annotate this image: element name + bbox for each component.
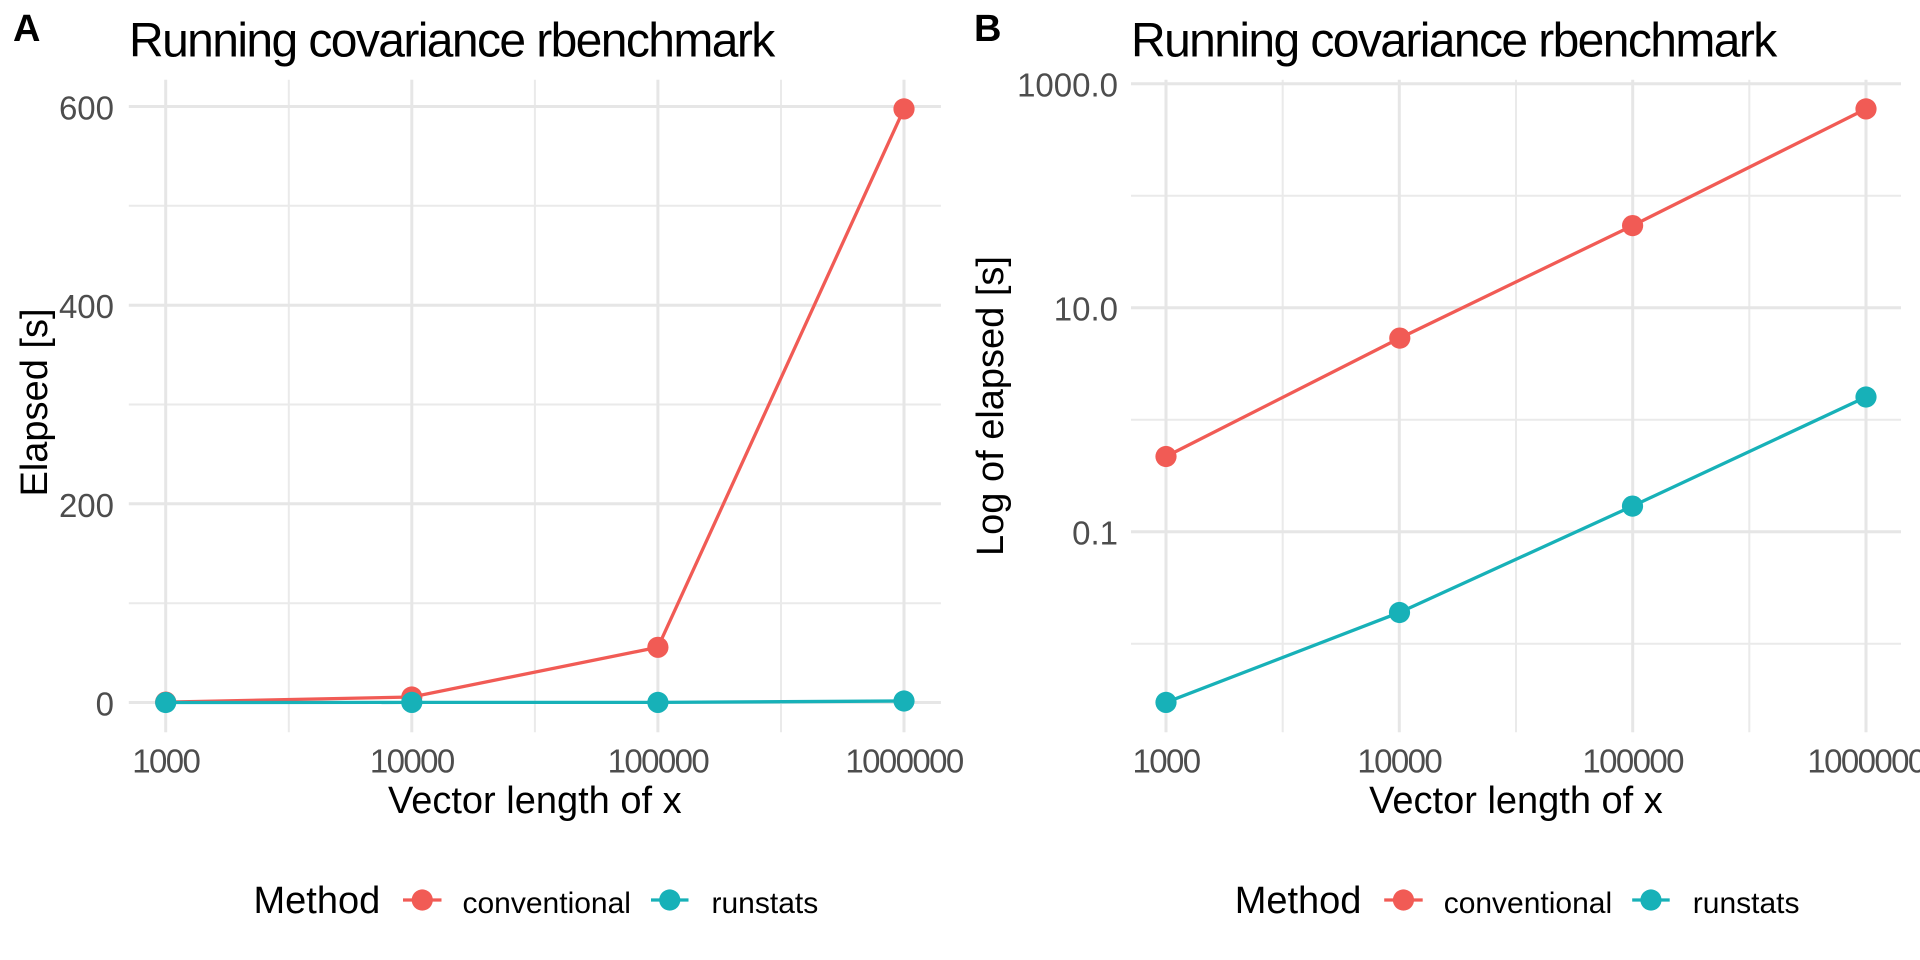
svg-text:conventional: conventional <box>1444 887 1612 920</box>
svg-text:Method: Method <box>254 880 381 922</box>
svg-text:1000: 1000 <box>1132 743 1200 780</box>
svg-text:10000: 10000 <box>370 743 455 780</box>
svg-text:1000000: 1000000 <box>845 743 964 780</box>
svg-text:Vector length of x: Vector length of x <box>1369 780 1663 822</box>
svg-text:10000: 10000 <box>1357 743 1442 780</box>
svg-text:600: 600 <box>59 90 114 127</box>
svg-text:runstats: runstats <box>1693 887 1800 920</box>
svg-text:10.0: 10.0 <box>1054 291 1118 328</box>
svg-text:conventional: conventional <box>463 887 631 920</box>
svg-text:Vector length of x: Vector length of x <box>388 780 682 822</box>
svg-text:Method: Method <box>1235 880 1362 922</box>
svg-text:100000: 100000 <box>1582 743 1684 780</box>
svg-text:Log of elapsed [s]: Log of elapsed [s] <box>970 256 1012 556</box>
svg-text:1000: 1000 <box>132 743 200 780</box>
svg-text:0: 0 <box>96 686 114 723</box>
svg-text:1000000: 1000000 <box>1807 743 1920 780</box>
svg-text:Running covariance rbenchmark: Running covariance rbenchmark <box>1131 14 1778 67</box>
svg-text:runstats: runstats <box>712 887 819 920</box>
svg-text:400: 400 <box>59 288 114 325</box>
svg-text:A: A <box>13 8 40 50</box>
svg-text:Elapsed [s]: Elapsed [s] <box>14 309 56 497</box>
svg-text:B: B <box>974 8 1001 50</box>
svg-text:200: 200 <box>59 487 114 524</box>
svg-text:0.1: 0.1 <box>1072 515 1118 552</box>
svg-text:100000: 100000 <box>608 743 710 780</box>
svg-text:1000.0: 1000.0 <box>1017 67 1118 104</box>
svg-text:Running covariance rbenchmark: Running covariance rbenchmark <box>129 14 776 67</box>
